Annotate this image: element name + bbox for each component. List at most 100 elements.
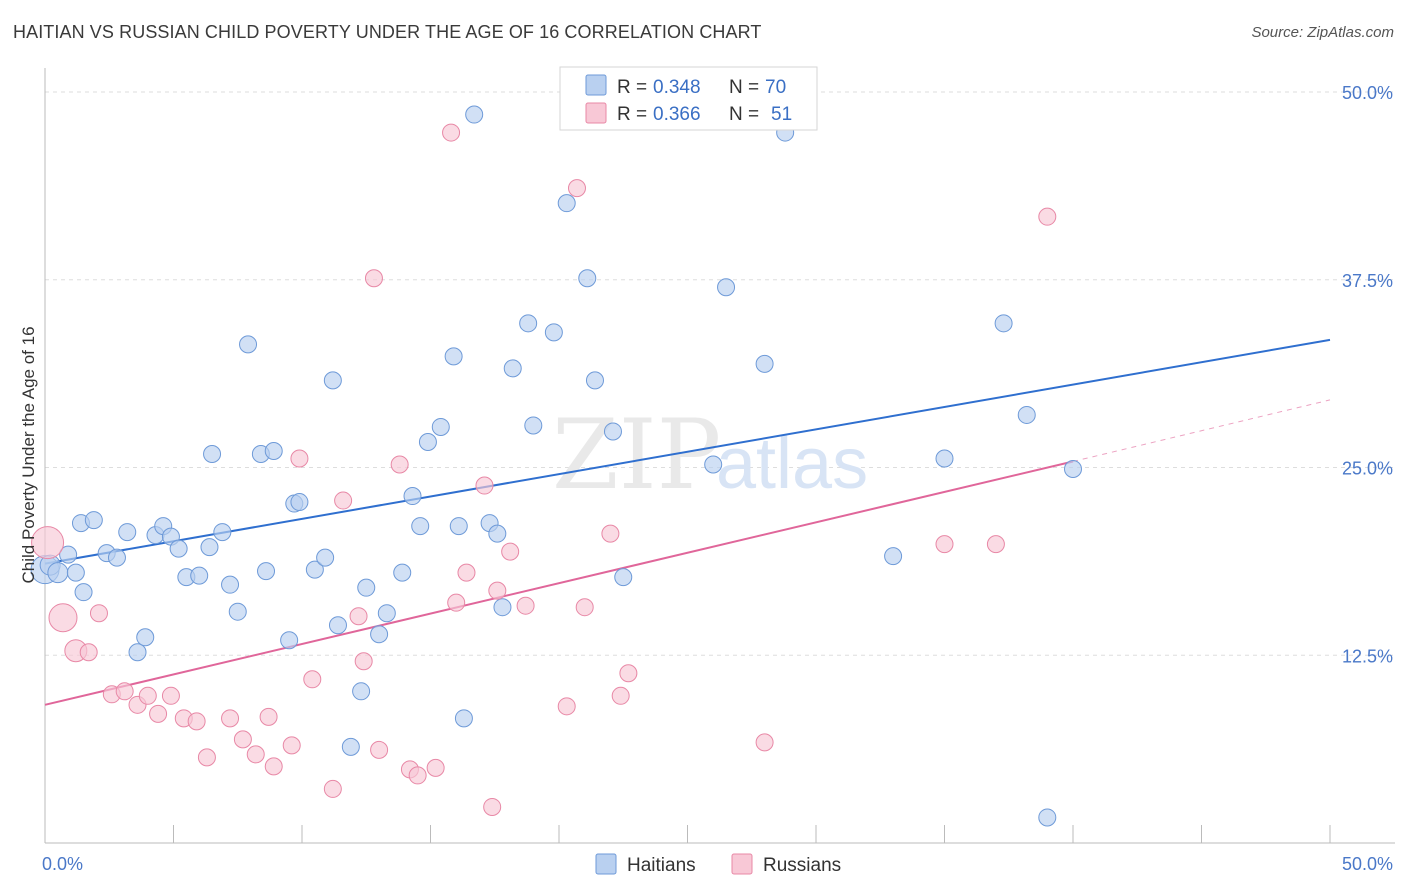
point-russians — [48, 603, 78, 633]
point-russians — [290, 449, 309, 468]
trend-line-russians — [44, 460, 1074, 706]
point-russians — [259, 707, 278, 726]
point-russians — [601, 524, 620, 543]
data-points — [30, 105, 1082, 827]
point-russians — [364, 269, 383, 288]
y-tick-label: 50.0% — [1342, 83, 1393, 103]
point-russians — [390, 455, 409, 474]
point-haitians — [59, 545, 78, 564]
point-haitians — [403, 487, 422, 506]
point-russians — [442, 123, 461, 142]
point-russians — [149, 704, 168, 723]
point-russians — [197, 748, 216, 767]
point-haitians — [341, 737, 360, 756]
point-haitians — [935, 449, 954, 468]
point-haitians — [128, 643, 147, 662]
point-russians — [233, 730, 252, 749]
point-russians — [557, 697, 576, 716]
point-russians — [323, 779, 342, 798]
point-russians — [115, 682, 134, 701]
point-russians — [303, 670, 322, 689]
point-russians — [89, 604, 108, 623]
bottom-legend-swatch-haitians — [595, 853, 617, 875]
legend-r-label-russians: R = — [617, 104, 647, 125]
point-haitians — [107, 548, 126, 567]
point-haitians — [393, 563, 412, 582]
source-label: Source: ZipAtlas.com — [1251, 24, 1394, 41]
bottom-legend-haitians: Haitians — [627, 855, 696, 876]
point-russians — [755, 733, 774, 752]
point-haitians — [449, 517, 468, 536]
point-haitians — [190, 566, 209, 585]
point-russians — [264, 757, 283, 776]
point-russians — [567, 179, 586, 198]
point-haitians — [488, 524, 507, 543]
point-russians — [488, 581, 507, 600]
point-haitians — [316, 548, 335, 567]
y-axis-title: Child Poverty Under the Age of 16 — [19, 326, 38, 583]
legend-r-label-haitians: R = — [617, 77, 647, 98]
point-haitians — [544, 323, 563, 342]
legend-n-value-haitians: 70 — [765, 77, 786, 98]
point-haitians — [305, 560, 324, 579]
point-russians — [31, 526, 65, 560]
point-haitians — [328, 616, 347, 635]
point-russians — [457, 563, 476, 582]
point-haitians — [755, 354, 774, 373]
watermark: ZIP atlas — [552, 399, 868, 511]
point-haitians — [200, 538, 219, 557]
point-russians — [349, 607, 368, 626]
legend-n-label-haitians: N = — [729, 77, 759, 98]
point-haitians — [444, 347, 463, 366]
point-russians — [483, 797, 502, 816]
point-haitians — [585, 371, 604, 390]
point-russians — [370, 740, 389, 759]
y-tick-label: 37.5% — [1342, 271, 1393, 291]
trend-line-haitians — [44, 338, 1331, 565]
watermark-zip: ZIP — [552, 399, 721, 511]
point-haitians — [84, 511, 103, 530]
point-haitians — [323, 371, 342, 390]
point-haitians — [47, 562, 69, 584]
trend-extension-russians — [1072, 399, 1331, 462]
point-haitians — [1064, 460, 1082, 479]
legend-n-label-russians: N = — [729, 104, 759, 125]
point-haitians — [493, 598, 512, 617]
point-russians — [246, 745, 265, 764]
legend-r-value-haitians: 0.348 — [653, 77, 701, 98]
point-haitians — [203, 444, 222, 463]
point-haitians — [169, 539, 188, 558]
watermark-atlas: atlas — [716, 424, 868, 504]
point-haitians — [264, 441, 283, 460]
point-russians — [138, 686, 157, 705]
bottom-legend: Haitians Russians — [595, 853, 841, 876]
point-haitians — [524, 416, 543, 435]
point-haitians — [66, 563, 85, 582]
point-haitians — [519, 314, 538, 333]
point-haitians — [1017, 405, 1036, 424]
point-haitians — [221, 575, 240, 594]
point-russians — [408, 766, 427, 785]
point-haitians — [418, 432, 437, 451]
point-russians — [935, 535, 954, 554]
point-haitians — [228, 602, 247, 621]
point-haitians — [994, 314, 1013, 333]
point-haitians — [280, 631, 299, 650]
point-russians — [282, 736, 301, 755]
bottom-legend-russians: Russians — [763, 855, 841, 876]
point-russians — [575, 598, 594, 617]
legend-n-value-russians: 51 — [771, 104, 792, 125]
point-russians — [161, 686, 180, 705]
point-haitians — [503, 359, 522, 378]
point-haitians — [614, 568, 633, 587]
point-russians — [187, 712, 206, 731]
point-haitians — [557, 194, 576, 213]
point-haitians — [239, 335, 258, 354]
x-tick-label-min: 0.0% — [42, 854, 83, 874]
point-haitians — [884, 547, 903, 566]
point-haitians — [370, 625, 389, 644]
trend-lines — [44, 338, 1331, 706]
point-haitians — [717, 278, 736, 297]
point-haitians — [603, 422, 622, 441]
